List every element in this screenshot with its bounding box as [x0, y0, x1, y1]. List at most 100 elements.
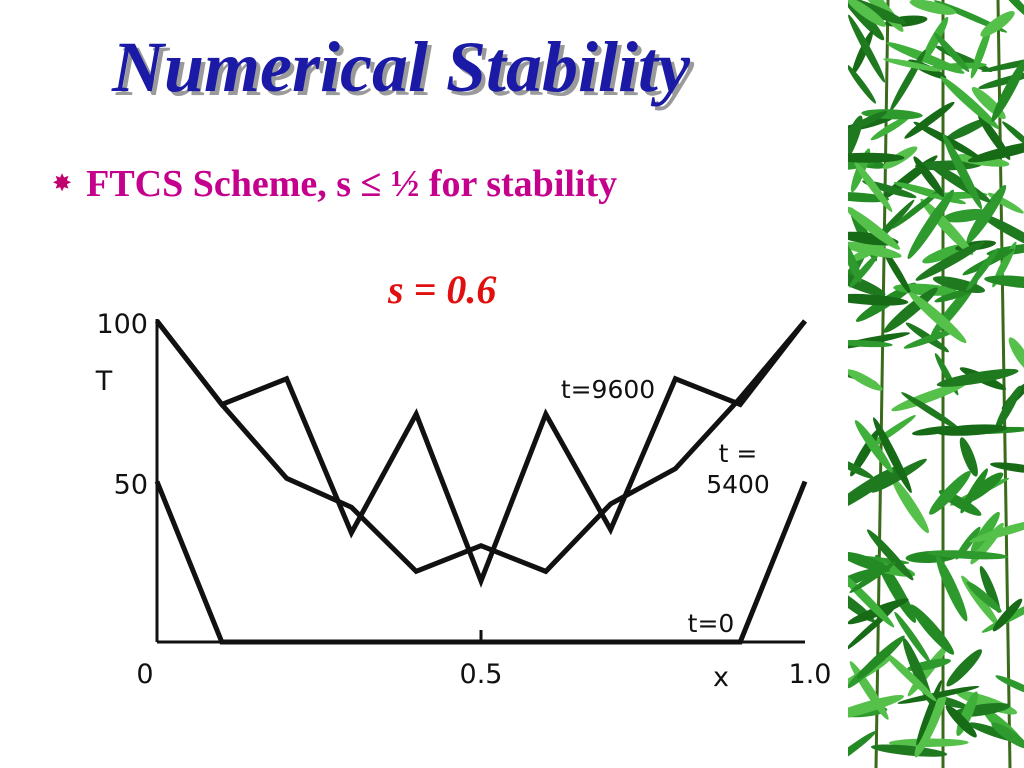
- bamboo-leaf: [934, 32, 970, 72]
- bamboo-leaf: [848, 241, 902, 259]
- bamboo-leaf: [901, 392, 961, 431]
- series-label: t=0: [688, 609, 735, 638]
- stability-chart: 0 0.5 1.0 x 50 100 T t=9600 t =5400 t=0: [95, 309, 832, 693]
- bamboo-leaf: [872, 417, 912, 494]
- bamboo-leaf: [866, 529, 914, 581]
- bamboo-leaf: [848, 270, 886, 297]
- bamboo-leaf: [967, 140, 1024, 163]
- series-label: t=9600: [561, 375, 655, 404]
- series-label: 5400: [706, 470, 770, 499]
- bamboo-leaf: [970, 511, 1000, 553]
- bamboo-leaf: [848, 192, 890, 203]
- series-label: t =: [719, 439, 758, 468]
- bamboo-leaf: [970, 23, 992, 79]
- bamboo-leaf: [969, 518, 1024, 543]
- bamboo-leaf: [848, 14, 886, 83]
- bamboo-leaf: [891, 477, 929, 534]
- bamboo-leaf: [991, 58, 1024, 122]
- bamboo-leaf: [883, 58, 941, 72]
- bullet-text: FTCS Scheme, s ≤ ½ for stability: [86, 163, 618, 205]
- bamboo-leaf: [932, 276, 985, 294]
- bamboo-leaf: [936, 555, 968, 622]
- bamboo-leaf: [882, 650, 937, 702]
- bamboo-leaf: [927, 550, 1009, 560]
- bamboo-leaf: [849, 561, 896, 594]
- bamboo-leaf: [848, 152, 905, 163]
- bamboo-leaf: [963, 472, 1004, 504]
- bamboo-leaf: [936, 368, 1019, 387]
- bamboo-leaf: [909, 292, 967, 344]
- bamboo-leaf: [995, 675, 1024, 698]
- bamboo-leaf: [942, 134, 983, 210]
- bamboo-stalk: [996, 0, 1012, 768]
- bamboo-leaf: [894, 611, 931, 664]
- x-tick-label: 1.0: [789, 659, 832, 690]
- bamboo-leaf: [848, 569, 895, 628]
- y-tick-label: 100: [96, 309, 148, 340]
- slide-title: Numerical Stability: [112, 27, 691, 107]
- bamboo-leaf: [945, 117, 990, 141]
- bamboo-leaf: [870, 744, 948, 757]
- bamboo-leaf: [966, 185, 1007, 244]
- bamboo-leaf: [852, 30, 874, 75]
- bamboo-leaf: [889, 49, 926, 112]
- bamboo-leaf: [870, 115, 911, 141]
- bamboo-leaf: [848, 465, 901, 513]
- bamboo-leaf: [916, 680, 942, 746]
- sunburst-bullet-icon: ✸: [52, 171, 73, 197]
- series-line-2: [155, 319, 807, 588]
- bamboo-leaf: [848, 206, 900, 250]
- series-line-1: [155, 319, 807, 575]
- bamboo-leaf: [848, 293, 909, 306]
- bamboo-leaf: [996, 0, 1024, 22]
- bamboo-leaf: [904, 101, 955, 139]
- bamboo-leaf: [921, 16, 949, 64]
- bamboo-leaf: [914, 690, 947, 758]
- bamboo-leaf: [848, 369, 883, 391]
- bamboo-leaf: [990, 462, 1024, 474]
- bullet-row: ✸ FTCS Scheme, s ≤ ½ for stability: [52, 162, 617, 206]
- y-tick-label: 50: [114, 470, 148, 501]
- bamboo-leaf: [980, 11, 1015, 37]
- bamboo-leaf: [848, 64, 877, 104]
- bamboo-leaf: [979, 566, 1001, 613]
- bamboo-leaf: [891, 382, 967, 412]
- bamboo-leaf: [945, 704, 977, 738]
- parameter-label: s = 0.6: [388, 267, 497, 312]
- bamboo-leaf: [992, 598, 1023, 632]
- bamboo-leaf: [909, 0, 957, 15]
- bamboo-leaf: [1008, 337, 1024, 373]
- bamboo-leaf: [848, 551, 891, 573]
- bamboo-leaf: [966, 248, 999, 291]
- x-axis-label: x: [713, 662, 729, 693]
- bamboo-leaf: [959, 437, 978, 477]
- bamboo-leaf: [882, 247, 911, 295]
- bamboo-leaf: [907, 189, 954, 259]
- bamboo-leaf: [940, 76, 1000, 129]
- bamboo-leaf: [910, 604, 955, 655]
- bamboo-leaf: [979, 213, 1024, 253]
- y-axis-label: T: [95, 366, 113, 397]
- bamboo-leaf: [848, 110, 888, 132]
- bamboo-leaf: [903, 328, 958, 349]
- bamboo-leaf: [929, 471, 971, 515]
- bamboo-leaf: [935, 424, 1008, 436]
- bamboo-leaf: [888, 738, 969, 747]
- x-tick-label: 0: [136, 659, 153, 690]
- bamboo-leaf: [991, 722, 1024, 749]
- bamboo-leaves-decoration: [848, 0, 1024, 768]
- x-tick-label: 0.5: [460, 659, 503, 690]
- bamboo-leaf: [984, 275, 1024, 289]
- bamboo-leaf: [854, 420, 893, 473]
- bamboo-leaf: [913, 156, 945, 197]
- bamboo-leaf: [883, 287, 938, 333]
- bamboo-leaf: [981, 55, 1024, 72]
- bamboo-leaf: [848, 456, 874, 479]
- bamboo-leaf: [848, 731, 877, 768]
- bamboo-leaf: [946, 649, 983, 687]
- bamboo-leaf: [1002, 121, 1024, 152]
- bamboo-leaf: [966, 581, 1002, 613]
- bamboo-leaf: [848, 239, 862, 283]
- bamboo-leaf: [848, 695, 905, 720]
- bamboo-leaf: [995, 385, 1022, 431]
